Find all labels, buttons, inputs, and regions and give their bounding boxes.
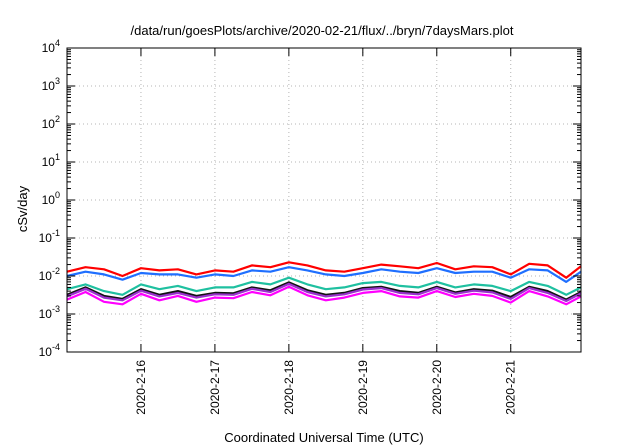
tick-layer: [67, 47, 581, 353]
series-line: [66, 281, 582, 301]
series-line: [66, 266, 582, 283]
y-tick-label: 10-2: [39, 266, 60, 283]
x-tick-label: 2020-2-20: [430, 360, 444, 415]
x-tick-label: 2020-2-17: [208, 360, 222, 415]
x-axis-label: Coordinated Universal Time (UTC): [224, 430, 423, 445]
y-axis-label: cSv/day: [15, 185, 30, 232]
x-tick-labels: 2020-2-16 2020-2-17 2020-2-18 2020-2-19 2020…: [134, 360, 518, 415]
series-line: [66, 261, 582, 279]
x-tick-label: 2020-2-18: [282, 360, 296, 415]
y-tick-label: 102: [42, 114, 60, 131]
y-tick-labels: 10-4 10-3 10-2 10-1 100 101 102 103 104: [39, 38, 60, 359]
y-tick-label: 10-4: [39, 342, 60, 359]
x-tick-label: 2020-2-21: [504, 360, 518, 415]
y-tick-label: 104: [42, 38, 60, 55]
y-tick-label: 103: [42, 76, 60, 93]
y-tick-label: 100: [42, 190, 60, 207]
series-line: [66, 276, 582, 296]
x-tick-label: 2020-2-19: [356, 360, 370, 415]
y-tick-label: 10-1: [39, 228, 60, 245]
y-tick-label: 10-3: [39, 304, 60, 321]
x-tick-label: 2020-2-16: [134, 360, 148, 415]
y-tick-label: 101: [42, 152, 60, 169]
grid-layer: [67, 48, 581, 352]
series-line: [66, 285, 582, 306]
series-line: [66, 282, 582, 303]
series-layer: [66, 261, 582, 306]
chart-title: /data/run/goesPlots/archive/2020-02-21/f…: [131, 23, 514, 38]
